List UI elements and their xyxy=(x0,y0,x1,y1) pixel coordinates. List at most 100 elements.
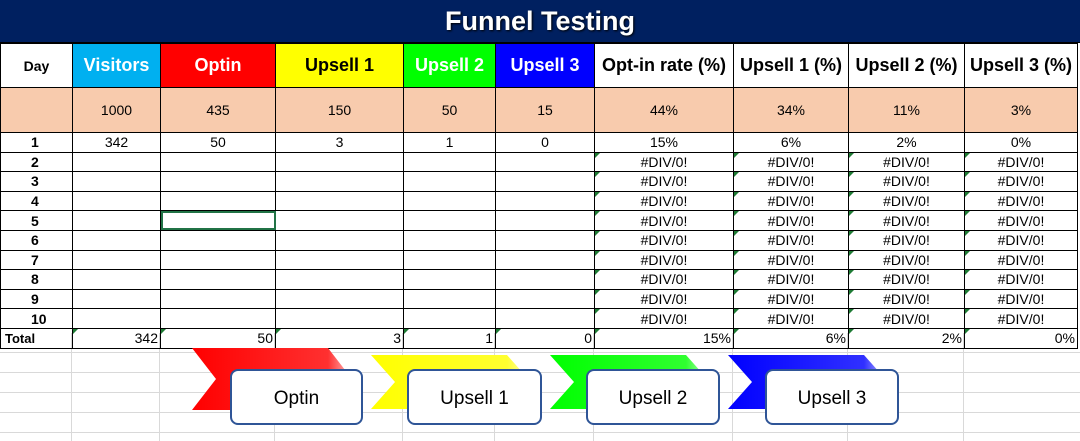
sheet-title[interactable]: Funnel Testing xyxy=(0,0,1080,43)
funnel-box-upsell-1[interactable]: Upsell 1 xyxy=(407,369,542,425)
funnel-box-optin[interactable]: Optin xyxy=(230,369,363,425)
target-cell[interactable]: 11% xyxy=(848,87,965,133)
day-cell[interactable]: 6 xyxy=(0,229,73,251)
target-cell[interactable]: 44% xyxy=(594,87,734,133)
upsell-1-cell[interactable] xyxy=(275,288,404,310)
optin-rate-cell[interactable]: #DIV/0! xyxy=(594,229,734,251)
optin-cell[interactable] xyxy=(160,190,276,212)
upsell-1-cell[interactable] xyxy=(275,269,404,290)
upsell-3-rate-cell[interactable]: #DIV/0! xyxy=(964,249,1078,271)
optin-cell[interactable] xyxy=(160,249,276,271)
optin-cell[interactable]: 50 xyxy=(160,132,276,153)
optin-cell[interactable] xyxy=(160,288,276,310)
optin-rate-cell[interactable]: #DIV/0! xyxy=(594,190,734,212)
upsell-3-cell[interactable]: 0 xyxy=(495,132,595,153)
visitors-cell[interactable] xyxy=(72,249,161,271)
optin-rate-cell[interactable]: #DIV/0! xyxy=(594,288,734,310)
upsell-1-cell[interactable] xyxy=(275,190,404,212)
optin-rate-cell[interactable]: #DIV/0! xyxy=(594,171,734,192)
day-cell[interactable]: 7 xyxy=(0,249,73,271)
funnel-box-upsell-2[interactable]: Upsell 2 xyxy=(586,369,720,425)
upsell-1-rate-cell[interactable]: 6% xyxy=(733,132,849,153)
visitors-cell[interactable] xyxy=(72,151,161,173)
upsell-1-cell[interactable] xyxy=(275,151,404,173)
upsell-1-cell[interactable] xyxy=(275,249,404,271)
total-upsell-3[interactable]: 0 xyxy=(495,327,595,349)
upsell-1-cell[interactable] xyxy=(275,308,404,329)
day-cell[interactable]: 8 xyxy=(0,269,73,290)
selected-cell[interactable] xyxy=(160,210,276,231)
upsell-2-rate-cell[interactable]: #DIV/0! xyxy=(848,151,965,173)
upsell-2-rate-cell[interactable]: #DIV/0! xyxy=(848,249,965,271)
header-upsell-1[interactable]: Upsell 1 xyxy=(275,43,404,88)
upsell-3-cell[interactable] xyxy=(495,288,595,310)
upsell-2-cell[interactable]: 1 xyxy=(403,132,496,153)
optin-rate-cell[interactable]: #DIV/0! xyxy=(594,308,734,329)
optin-cell[interactable] xyxy=(160,151,276,173)
optin-rate-cell[interactable]: #DIV/0! xyxy=(594,210,734,231)
total-upsell-2-rate[interactable]: 2% xyxy=(848,327,965,349)
total-visitors[interactable]: 342 xyxy=(72,327,161,349)
day-cell[interactable]: 9 xyxy=(0,288,73,310)
upsell-2-rate-cell[interactable]: #DIV/0! xyxy=(848,308,965,329)
upsell-1-rate-cell[interactable]: #DIV/0! xyxy=(733,171,849,192)
upsell-1-cell[interactable] xyxy=(275,210,404,231)
optin-cell[interactable] xyxy=(160,308,276,329)
upsell-3-cell[interactable] xyxy=(495,308,595,329)
optin-rate-cell[interactable]: #DIV/0! xyxy=(594,269,734,290)
visitors-cell[interactable]: 342 xyxy=(72,132,161,153)
optin-cell[interactable] xyxy=(160,171,276,192)
optin-cell[interactable] xyxy=(160,229,276,251)
upsell-2-rate-cell[interactable]: #DIV/0! xyxy=(848,229,965,251)
header-optin[interactable]: Optin xyxy=(160,43,276,88)
funnel-box-upsell-3[interactable]: Upsell 3 xyxy=(765,369,899,425)
day-cell[interactable]: 1 xyxy=(0,132,73,153)
day-cell[interactable]: 4 xyxy=(0,190,73,212)
optin-rate-cell[interactable]: #DIV/0! xyxy=(594,249,734,271)
upsell-3-cell[interactable] xyxy=(495,151,595,173)
visitors-cell[interactable] xyxy=(72,171,161,192)
upsell-1-rate-cell[interactable]: #DIV/0! xyxy=(733,308,849,329)
visitors-cell[interactable] xyxy=(72,269,161,290)
upsell-2-cell[interactable] xyxy=(403,190,496,212)
upsell-3-rate-cell[interactable]: #DIV/0! xyxy=(964,171,1078,192)
day-cell[interactable]: 2 xyxy=(0,151,73,173)
upsell-1-rate-cell[interactable]: #DIV/0! xyxy=(733,190,849,212)
target-cell[interactable]: 150 xyxy=(275,87,404,133)
target-cell[interactable]: 1000 xyxy=(72,87,161,133)
total-label[interactable]: Total xyxy=(0,327,73,349)
upsell-3-cell[interactable] xyxy=(495,190,595,212)
upsell-3-rate-cell[interactable]: #DIV/0! xyxy=(964,308,1078,329)
upsell-3-rate-cell[interactable]: #DIV/0! xyxy=(964,288,1078,310)
total-upsell-1-rate[interactable]: 6% xyxy=(733,327,849,349)
upsell-2-cell[interactable] xyxy=(403,288,496,310)
header-optin-rate[interactable]: Opt-in rate (%) xyxy=(594,43,734,88)
upsell-3-cell[interactable] xyxy=(495,249,595,271)
upsell-3-rate-cell[interactable]: 0% xyxy=(964,132,1078,153)
upsell-3-rate-cell[interactable]: #DIV/0! xyxy=(964,229,1078,251)
header-day[interactable]: Day xyxy=(0,43,73,88)
visitors-cell[interactable] xyxy=(72,308,161,329)
upsell-2-cell[interactable] xyxy=(403,308,496,329)
upsell-1-rate-cell[interactable]: #DIV/0! xyxy=(733,269,849,290)
upsell-1-cell[interactable]: 3 xyxy=(275,132,404,153)
upsell-3-rate-cell[interactable]: #DIV/0! xyxy=(964,151,1078,173)
target-cell[interactable]: 50 xyxy=(403,87,496,133)
upsell-3-rate-cell[interactable]: #DIV/0! xyxy=(964,190,1078,212)
upsell-2-rate-cell[interactable]: #DIV/0! xyxy=(848,171,965,192)
upsell-3-rate-cell[interactable]: #DIV/0! xyxy=(964,210,1078,231)
day-cell[interactable]: 10 xyxy=(0,308,73,329)
upsell-3-cell[interactable] xyxy=(495,269,595,290)
target-cell[interactable]: 3% xyxy=(964,87,1078,133)
upsell-1-rate-cell[interactable]: #DIV/0! xyxy=(733,151,849,173)
target-cell[interactable]: 15 xyxy=(495,87,595,133)
upsell-2-cell[interactable] xyxy=(403,210,496,231)
total-optin-rate[interactable]: 15% xyxy=(594,327,734,349)
upsell-3-cell[interactable] xyxy=(495,210,595,231)
upsell-2-cell[interactable] xyxy=(403,229,496,251)
upsell-1-rate-cell[interactable]: #DIV/0! xyxy=(733,288,849,310)
upsell-1-rate-cell[interactable]: #DIV/0! xyxy=(733,229,849,251)
upsell-2-cell[interactable] xyxy=(403,151,496,173)
upsell-2-rate-cell[interactable]: 2% xyxy=(848,132,965,153)
visitors-cell[interactable] xyxy=(72,190,161,212)
